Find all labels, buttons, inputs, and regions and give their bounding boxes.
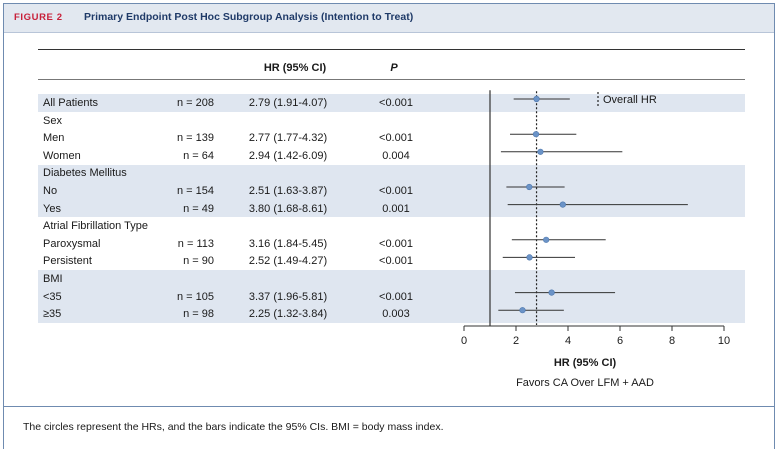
hr-point: [559, 201, 566, 208]
sample-size: n = 113: [177, 237, 214, 250]
sample-size: n = 139: [176, 132, 214, 145]
hr-point: [519, 307, 526, 314]
hr-ci-text: 2.25 (1.32-3.84): [248, 308, 328, 321]
subgroup-label: ≥35: [43, 308, 62, 321]
sample-size: n = 98: [183, 308, 214, 321]
subgroup-label: All Patients: [43, 97, 99, 109]
p-value: <0.001: [379, 185, 413, 197]
caption-box: The circles represent the HRs, and the b…: [4, 406, 774, 449]
figure-caption: The circles represent the HRs, and the b…: [23, 421, 444, 433]
x-tick-label: 2: [513, 335, 519, 347]
p-value: 0.003: [382, 308, 410, 321]
hr-ci-text: 2.94 (1.42-6.09): [248, 149, 328, 162]
sample-size: n = 208: [176, 97, 214, 109]
subgroup-label: <35: [43, 290, 62, 303]
row-band: [38, 164, 745, 218]
header-rule: [38, 79, 745, 80]
x-tick-label: 4: [565, 335, 571, 347]
p-column-header: P: [390, 62, 398, 74]
x-tick-label: 0: [461, 335, 467, 347]
hr-point: [532, 131, 540, 138]
hr-point: [526, 254, 533, 261]
subgroup-header: Sex: [43, 114, 62, 127]
figure-header: FIGURE 2 Primary Endpoint Post Hoc Subgr…: [4, 4, 774, 33]
overall-hr-label: Overall HR: [603, 94, 657, 106]
figure-frame: FIGURE 2 Primary Endpoint Post Hoc Subgr…: [3, 3, 775, 449]
hr-point: [548, 289, 555, 296]
x-tick-label: 6: [617, 335, 623, 347]
x-axis-title: HR (95% CI): [553, 357, 617, 369]
p-value: 0.004: [382, 149, 410, 162]
subgroup-label: No: [43, 185, 58, 197]
p-value: <0.001: [379, 290, 413, 303]
subgroup-header: Atrial Fibrillation Type: [43, 220, 148, 233]
figure-title: Primary Endpoint Post Hoc Subgroup Analy…: [84, 11, 414, 23]
figure-label: FIGURE 2: [14, 12, 63, 23]
hr-ci-text: 2.51 (1.63-3.87): [248, 185, 328, 197]
hr-ci-text: 2.79 (1.91-4.07): [248, 97, 328, 109]
hr-ci-text: 2.52 (1.49-4.27): [248, 255, 328, 268]
forest-plot: Overall HR 0 2 4 6 8 10: [461, 90, 730, 347]
x-tick-label: 8: [669, 335, 675, 347]
subgroup-header: BMI: [43, 273, 63, 285]
subgroup-label: Women: [43, 149, 81, 162]
sample-size: n = 154: [176, 185, 214, 197]
p-value: <0.001: [379, 132, 413, 145]
top-rule: [38, 49, 745, 50]
subgroup-label: Men: [43, 132, 65, 145]
p-value: <0.001: [379, 237, 413, 250]
hr-point: [533, 95, 540, 103]
subgroup-label: Yes: [43, 202, 61, 215]
hr-ci-text: 2.77 (1.77-4.32): [248, 132, 328, 145]
hr-ci-text: 3.16 (1.84-5.45): [248, 237, 328, 250]
subgroup-label: Persistent: [43, 255, 92, 268]
sample-size: n = 64: [183, 149, 214, 162]
sample-size: n = 49: [183, 202, 214, 215]
favors-label: Favors CA Over LFM + AAD: [516, 377, 654, 389]
hr-ci-text: 3.80 (1.68-8.61): [248, 202, 328, 215]
hr-point: [537, 148, 544, 155]
hr-ci-text: 3.37 (1.96-5.81): [248, 290, 328, 303]
row-band: [38, 270, 745, 323]
x-tick-label: 10: [718, 335, 730, 347]
hr-point: [526, 183, 533, 191]
subgroup-header: Diabetes Mellitus: [43, 167, 127, 180]
hr-column-header: HR (95% CI): [263, 62, 327, 74]
hr-point: [543, 236, 550, 243]
sample-size: n = 105: [176, 290, 214, 303]
p-value: <0.001: [379, 97, 413, 109]
p-value: <0.001: [379, 255, 413, 268]
sample-size: n = 90: [183, 255, 214, 268]
p-value: 0.001: [382, 202, 410, 215]
subgroup-label: Paroxysmal: [43, 237, 101, 250]
